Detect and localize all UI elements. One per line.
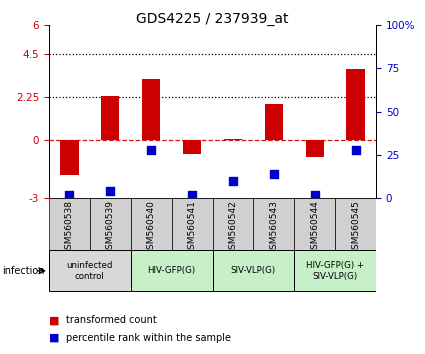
Bar [212, 198, 253, 250]
Point [148, 147, 155, 153]
Bar [172, 198, 212, 250]
Text: SIV-VLP(G): SIV-VLP(G) [231, 266, 276, 275]
Text: infection: infection [2, 266, 45, 276]
Text: GSM560540: GSM560540 [147, 200, 156, 255]
Text: GSM560539: GSM560539 [106, 200, 115, 255]
Text: GSM560544: GSM560544 [310, 200, 319, 255]
Bar [131, 250, 212, 291]
Bar [265, 104, 283, 141]
Text: ■: ■ [49, 315, 60, 325]
Bar [49, 250, 131, 291]
Bar [306, 141, 324, 157]
Text: uninfected
control: uninfected control [67, 261, 113, 280]
Point [189, 192, 196, 198]
Bar [49, 198, 90, 250]
Text: HIV-GFP(G): HIV-GFP(G) [147, 266, 196, 275]
Bar [294, 198, 335, 250]
Point [66, 192, 73, 198]
Bar [131, 198, 172, 250]
Text: HIV-GFP(G) +
SIV-VLP(G): HIV-GFP(G) + SIV-VLP(G) [306, 261, 364, 280]
Text: GSM560545: GSM560545 [351, 200, 360, 255]
Point [352, 147, 359, 153]
Bar [183, 141, 201, 154]
Bar [294, 250, 376, 291]
Point [107, 188, 113, 194]
Bar [335, 198, 376, 250]
Bar [253, 198, 294, 250]
Bar [346, 69, 365, 141]
Bar [212, 250, 294, 291]
Text: transformed count: transformed count [66, 315, 157, 325]
Text: GDS4225 / 237939_at: GDS4225 / 237939_at [136, 12, 289, 27]
Text: GSM560542: GSM560542 [229, 200, 238, 255]
Point [230, 178, 236, 184]
Text: GSM560543: GSM560543 [269, 200, 278, 255]
Text: GSM560538: GSM560538 [65, 200, 74, 255]
Bar [90, 198, 131, 250]
Bar [142, 79, 160, 141]
Point [312, 192, 318, 198]
Text: GSM560541: GSM560541 [187, 200, 196, 255]
Text: percentile rank within the sample: percentile rank within the sample [66, 333, 231, 343]
Point [270, 171, 277, 177]
Bar [224, 139, 242, 141]
Bar [60, 141, 79, 175]
Bar [101, 96, 119, 141]
Text: ■: ■ [49, 333, 60, 343]
